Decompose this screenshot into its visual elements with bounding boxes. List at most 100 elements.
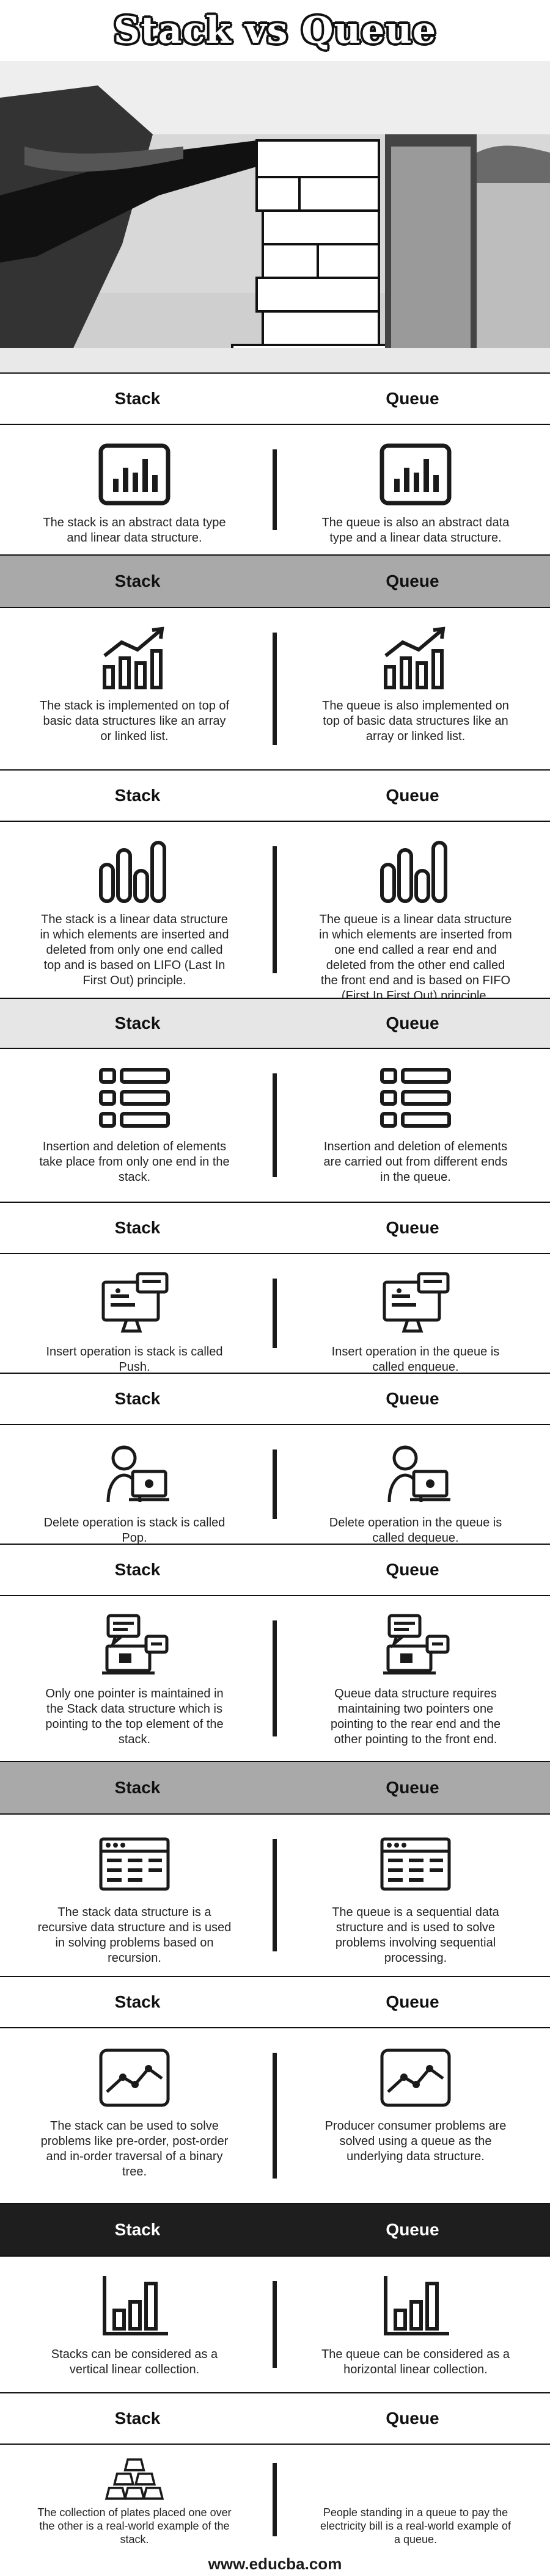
bar-chart-box-icon — [376, 441, 455, 508]
queue-text: The queue is a linear data structure in … — [319, 913, 512, 1003]
stack-text: Insertion and deletion of elements take … — [39, 1140, 230, 1184]
column-header-row: Stack Queue — [0, 1761, 550, 1815]
stack-cell: The stack is implemented on top of basic… — [0, 608, 269, 769]
queue-column-header: Queue — [386, 1778, 439, 1797]
browser-window-icon — [376, 1830, 455, 1898]
comparison-row: The stack is implemented on top of basic… — [0, 608, 550, 769]
queue-text: Insertion and deletion of elements are c… — [323, 1140, 508, 1184]
queue-column-header: Queue — [386, 786, 439, 805]
comparison-row: The stack is an abstract data type and l… — [0, 425, 550, 554]
column-header-row: Stack Queue — [0, 1976, 550, 2028]
queue-text: Producer consumer problems are solved us… — [324, 2119, 507, 2163]
chat-laptop-icon — [376, 1612, 455, 1679]
column-header-row: Stack Queue — [0, 372, 550, 425]
queue-column-header: Queue — [386, 571, 439, 590]
queue-text: People standing in a queue to pay the el… — [320, 2506, 512, 2545]
queue-text: Queue data structure requires maintainin… — [331, 1687, 501, 1746]
column-header-row: Stack Queue — [0, 2203, 550, 2257]
divider-line — [273, 2463, 277, 2536]
chat-laptop-icon — [95, 1612, 174, 1679]
footer-url: www.educba.com — [208, 2555, 342, 2573]
queue-cell: Producer consumer problems are solved us… — [281, 2028, 550, 2203]
axis-bars-icon — [376, 2273, 455, 2340]
stack-text: The stack can be used to solve problems … — [40, 2119, 229, 2179]
column-header-row: Stack Queue — [0, 998, 550, 1049]
stack-column-header: Stack — [114, 2220, 161, 2239]
divider-line — [273, 1839, 277, 1951]
queue-column-header: Queue — [386, 1014, 439, 1032]
stack-column-header: Stack — [114, 571, 161, 590]
queue-column-header: Queue — [386, 1218, 439, 1237]
stack-text: The stack is implemented on top of basic… — [39, 699, 230, 743]
list-icon — [95, 1065, 174, 1132]
rounded-bars-icon — [376, 838, 455, 905]
monitor-chat-icon — [376, 1270, 455, 1337]
stack-cell: Stacks can be considered as a vertical l… — [0, 2257, 269, 2392]
stack-column-header: Stack — [114, 1014, 161, 1032]
stack-column-header: Stack — [114, 1389, 161, 1408]
column-header-row: Stack Queue — [0, 1202, 550, 1254]
divider-line — [273, 449, 277, 530]
line-chart-icon — [376, 2044, 455, 2111]
bar-chart-box-icon — [95, 441, 174, 508]
jenga-tower-illustration — [0, 61, 550, 372]
line-chart-icon — [95, 2044, 174, 2111]
page-title: Stack vs Queue — [113, 9, 437, 52]
comparison-row: Only one pointer is maintained in the St… — [0, 1596, 550, 1761]
rounded-bars-icon — [95, 838, 174, 905]
comparison-row: The stack is a linear data structure in … — [0, 822, 550, 1003]
stack-column-header: Stack — [114, 389, 161, 408]
queue-cell: People standing in a queue to pay the el… — [281, 2445, 550, 2549]
comparison-row: Delete operation is stack is called Pop.… — [0, 1425, 550, 1545]
queue-column-header: Queue — [386, 2409, 439, 2428]
growth-chart-icon — [95, 624, 174, 691]
comparison-row: The stack data structure is a recursive … — [0, 1815, 550, 1976]
growth-chart-icon — [376, 624, 455, 691]
stack-column-header: Stack — [114, 1218, 161, 1237]
column-header-row: Stack Queue — [0, 1373, 550, 1425]
stack-cell: The stack is an abstract data type and l… — [0, 425, 269, 554]
queue-column-header: Queue — [386, 2220, 439, 2239]
divider-line — [273, 846, 277, 973]
user-laptop-icon — [95, 1441, 174, 1508]
stack-cell: The stack can be used to solve problems … — [0, 2028, 269, 2203]
stack-cell: Insertion and deletion of elements take … — [0, 1049, 269, 1202]
comparison-row: The stack can be used to solve problems … — [0, 2028, 550, 2203]
divider-line — [273, 1279, 277, 1348]
stack-text: Delete operation is stack is called Pop. — [43, 1516, 226, 1545]
axis-bars-icon — [95, 2273, 174, 2340]
queue-cell: The queue can be considered as a horizon… — [281, 2257, 550, 2392]
queue-column-header: Queue — [386, 1560, 439, 1579]
stack-column-header: Stack — [114, 1778, 161, 1797]
stack-cell: The collection of plates placed one over… — [0, 2445, 269, 2549]
comparison-row: Insert operation is stack is called Push… — [0, 1254, 550, 1374]
divider-line — [273, 633, 277, 745]
queue-column-header: Queue — [386, 389, 439, 408]
queue-cell: The queue is also an abstract data type … — [281, 425, 550, 554]
user-laptop-icon — [376, 1441, 455, 1508]
queue-text: Delete operation in the queue is called … — [329, 1516, 502, 1545]
queue-cell: Insert operation in the queue is called … — [281, 1254, 550, 1374]
list-icon — [376, 1065, 455, 1132]
stack-column-header: Stack — [114, 786, 161, 805]
queue-cell: The queue is a sequential data structure… — [281, 1815, 550, 1976]
stack-text: The stack is a linear data structure in … — [40, 913, 229, 987]
divider-line — [273, 2053, 277, 2179]
queue-text: The queue is also an abstract data type … — [321, 516, 510, 545]
queue-cell: The queue is a linear data structure in … — [281, 822, 550, 1003]
divider-line — [273, 2281, 277, 2368]
browser-window-icon — [95, 1830, 174, 1898]
column-header-row: Stack Queue — [0, 2392, 550, 2445]
divider-line — [273, 1073, 277, 1177]
column-header-row: Stack Queue — [0, 1544, 550, 1596]
stack-text: Stacks can be considered as a vertical l… — [51, 2348, 218, 2376]
stack-cell: Delete operation is stack is called Pop. — [0, 1425, 269, 1545]
queue-column-header: Queue — [386, 1389, 439, 1408]
stack-cell: The stack is a linear data structure in … — [0, 822, 269, 998]
stack-text: The collection of plates placed one over… — [37, 2506, 232, 2545]
gold-bars-icon — [95, 2453, 174, 2502]
stack-text: The stack is an abstract data type and l… — [43, 516, 226, 545]
stack-cell: Insert operation is stack is called Push… — [0, 1254, 269, 1374]
stack-cell: Only one pointer is maintained in the St… — [0, 1596, 269, 1761]
